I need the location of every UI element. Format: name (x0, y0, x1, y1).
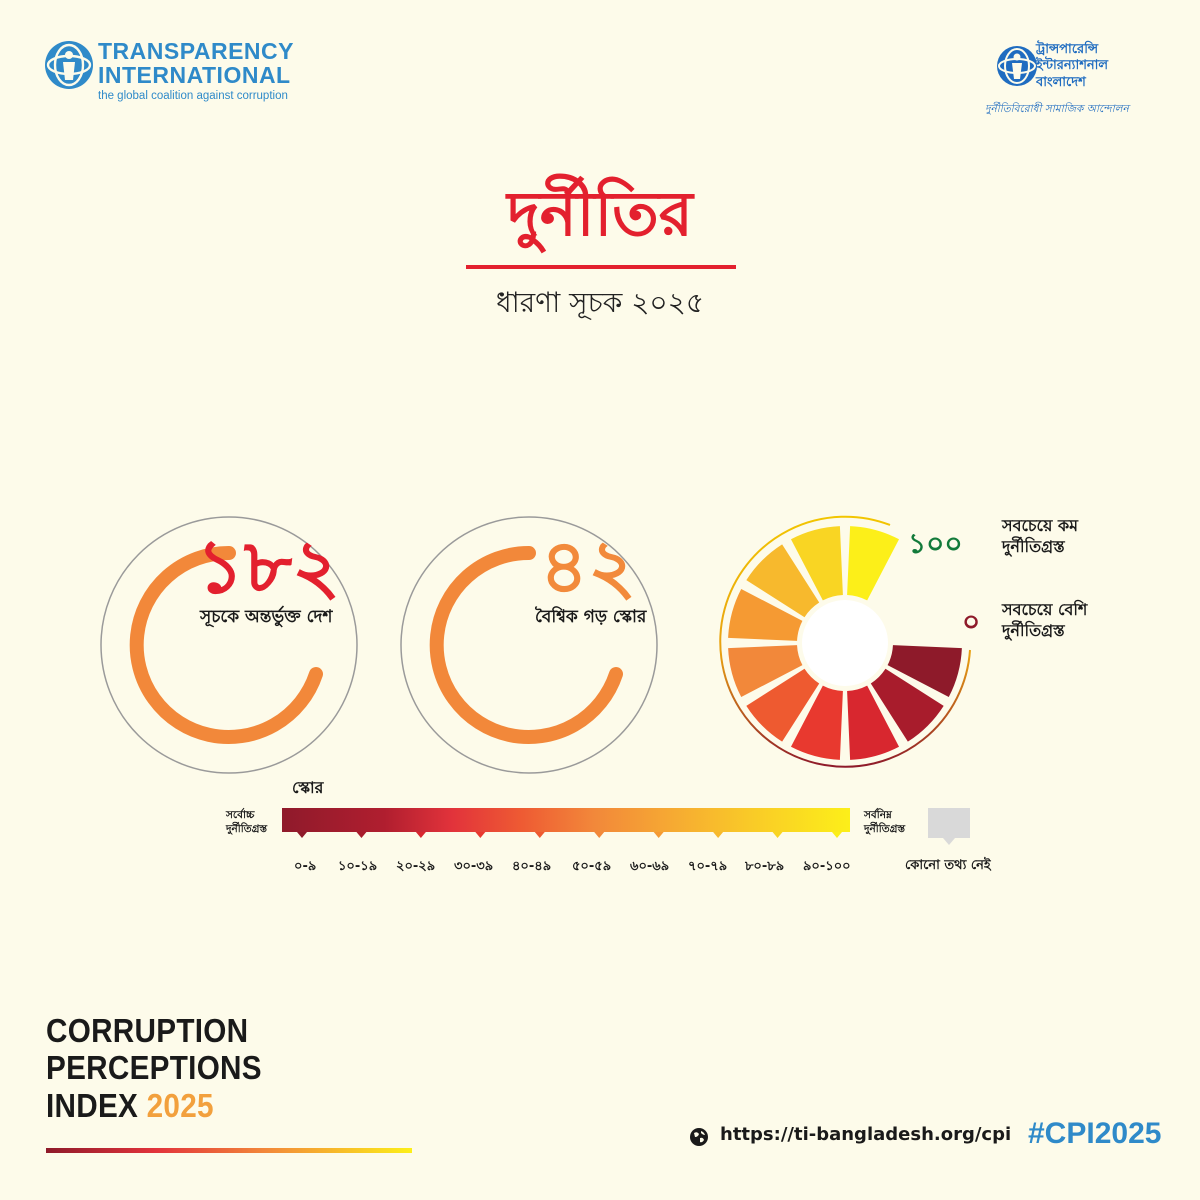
range-label: ৫০-৫৯ (572, 859, 612, 874)
stat-ring-average (400, 516, 658, 774)
scale-tick (475, 832, 486, 838)
tib-line1: ট্রান্সপারেন্সি (1036, 42, 1099, 57)
gauge-segment (887, 645, 962, 698)
scale-tick (415, 832, 426, 838)
scale-ticks (297, 832, 842, 838)
ti-logo-icon (45, 41, 93, 89)
cpi-gradient-bar (46, 1148, 412, 1153)
page-title: দুর্নীতির (507, 177, 693, 250)
gauge-min-value: ০ (962, 605, 981, 638)
ti-en-tagline: the global coalition against corruption (98, 90, 288, 102)
tib-line3: বাংলাদেশ (1036, 74, 1086, 90)
stat-value-average: ৪২ (540, 524, 637, 610)
gauge-max-value: ১০০ (908, 527, 963, 560)
gauge-min-label-line2: দুর্নীতিগ্রস্ত (1002, 620, 1065, 640)
scale-tick (772, 832, 783, 838)
scale-range-labels: ০-৯ ১০-১৯ ২০-২৯ ৩০-৩৯ ৪০-৪৯ ৫০-৫৯ ৬০-৬৯ ৭০-৭৯ ৮০… (294, 857, 883, 878)
range-label: ৮০-৮৯ (745, 859, 785, 874)
stat-label-average: বৈশ্বিক গড় স্কোর (535, 607, 647, 627)
gauge-segment (790, 685, 843, 760)
scale-title: স্কোর (292, 778, 324, 797)
range-label: ৪০-৪৯ (512, 859, 552, 874)
scale-tick (356, 832, 367, 838)
scale-right-label-line1: সর্বনিম্ন (864, 809, 892, 821)
range-label: ৯০-১০০ (803, 859, 851, 874)
stat-ring-countries (100, 516, 358, 774)
cpi-wordmark: CORRUPTION PERCEPTIONS INDEX 2025 (46, 1012, 262, 1124)
gauge-segment (847, 526, 900, 601)
gauge-min-label: সবচেয়ে বেশি দুর্নীতিগ্রস্ত (1002, 600, 1087, 642)
footer-hashtag: #CPI2025 (1028, 1117, 1162, 1150)
cpi-line1: CORRUPTION (46, 1012, 249, 1049)
gauge-segment (847, 685, 900, 760)
gauge-segment (728, 588, 803, 641)
range-label: ৩০-৩৯ (454, 859, 494, 874)
cpi-line2: PERCEPTIONS (46, 1049, 262, 1087)
scale-tick (534, 832, 545, 838)
tib-line2: ইন্টারন্যাশনাল (1036, 58, 1109, 74)
title-underline (466, 265, 736, 269)
cpi-line3: INDEX (46, 1086, 139, 1124)
stat-label-countries: সূচকে অন্তর্ভুক্ত দেশ (200, 607, 333, 627)
tib-logo-text: ট্রান্সপারেন্সি ইন্টারন্যাশনাল বাংলাদেশ (1036, 42, 1108, 91)
score-color-bar (282, 808, 850, 832)
gauge-segment (746, 668, 820, 742)
ti-en-line2: INTERNATIONAL (98, 62, 291, 88)
scale-left-label-line2: দুর্নীতিগ্রস্ত (226, 823, 268, 836)
tib-logo-icon (997, 46, 1037, 86)
stat-value-countries: ১৮২ (196, 524, 341, 610)
range-label: ৬০-৬৯ (630, 859, 670, 874)
globe-icon (690, 1128, 708, 1146)
range-label: ০-৯ (294, 859, 317, 874)
scale-tick (594, 832, 605, 838)
gauge-max-label-line1: সবচেয়ে কম (1002, 516, 1079, 535)
no-data-swatch (928, 808, 970, 838)
gauge-max-label-line2: দুর্নীতিগ্রস্ত (1002, 536, 1065, 556)
footer-url-link[interactable]: https://ti-bangladesh.org/cpi (720, 1124, 1012, 1145)
score-gauge-wheel (719, 515, 971, 768)
tib-tagline: দুর্নীতিবিরোধী সামাজিক আন্দোলন (985, 103, 1129, 115)
no-data-tick (943, 838, 955, 845)
no-data-label: কোনো তথ্য নেই (905, 858, 991, 873)
gauge-segment (870, 668, 944, 742)
gauge-max-label: সবচেয়ে কম দুর্নীতিগ্রস্ত (1002, 516, 1078, 558)
range-label: ২০-২৯ (396, 859, 436, 874)
gauge-min-label-line1: সবচেয়ে বেশি (1002, 600, 1088, 619)
page-subtitle: ধারণা সূচক ২০২৫ (495, 286, 705, 319)
gauge-segment (790, 526, 843, 601)
scale-tick (653, 832, 664, 838)
scale-tick (713, 832, 724, 838)
ti-en-logo-text: TRANSPARENCY INTERNATIONAL the global co… (98, 40, 294, 103)
scale-left-label-line1: সর্বোচ্চ (226, 809, 255, 821)
scale-tick (832, 832, 842, 838)
scale-left-label: সর্বোচ্চ দুর্নীতিগ্রস্ত (226, 808, 267, 836)
range-label: ৭০-৭৯ (688, 859, 728, 874)
cpi-year: 2025 (146, 1086, 214, 1124)
ti-en-line1: TRANSPARENCY (98, 38, 294, 64)
gauge-segment (728, 645, 803, 698)
scale-tick (297, 832, 307, 838)
gauge-segment (746, 544, 820, 618)
scale-right-label: সর্বনিম্ন দুর্নীতিগ্রস্ত (864, 808, 905, 836)
scale-right-label-line2: দুর্নীতিগ্রস্ত (864, 823, 906, 836)
range-label: ১০-১৯ (338, 859, 378, 874)
